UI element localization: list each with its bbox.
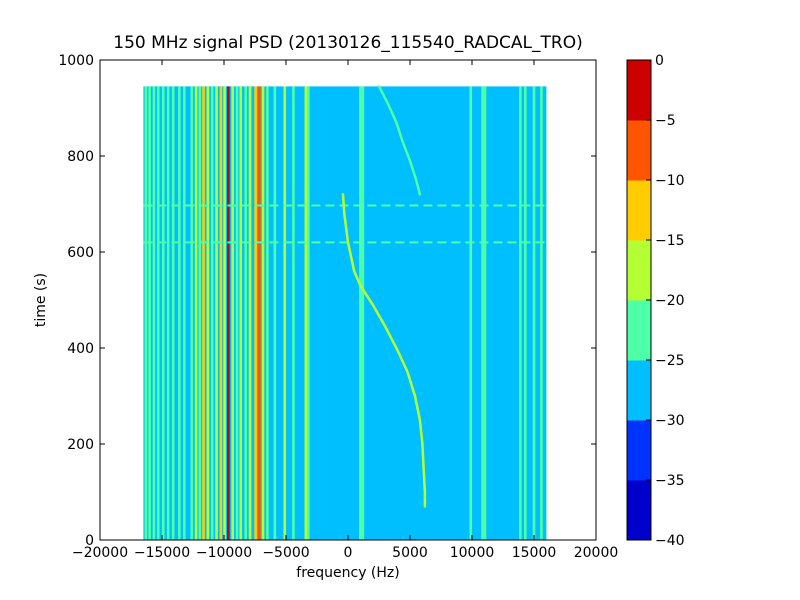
colorbar-segment-2 bbox=[627, 360, 651, 421]
x-tick-label-2: −10000 bbox=[196, 545, 252, 561]
colorbar-label-6: −10 bbox=[655, 173, 685, 189]
x-tick-label-1: −15000 bbox=[134, 545, 190, 561]
y-axis: 0 200 400 600 800 1000 bbox=[58, 53, 596, 549]
colorbar-label-4: −20 bbox=[655, 293, 685, 309]
colorbar-label-8: 0 bbox=[655, 53, 664, 69]
spectral-line-34 bbox=[361, 86, 365, 540]
spectral-line-3 bbox=[156, 86, 160, 540]
x-axis-label: frequency (Hz) bbox=[296, 565, 399, 581]
colorbar-label-2: −30 bbox=[655, 413, 685, 429]
spectral-line-12 bbox=[202, 86, 205, 540]
x-axis: −20000 −15000 −10000 −5000 0 5000 10000 15000 20… bbox=[72, 60, 618, 561]
heatmap-image bbox=[143, 85, 547, 540]
x-tick-label-6: 10000 bbox=[450, 545, 495, 561]
spectral-line-6 bbox=[171, 86, 175, 540]
spectral-line-23 bbox=[248, 86, 252, 540]
drift-trace-0 bbox=[341, 193, 427, 508]
spectral-line-32 bbox=[307, 86, 310, 540]
colorbar-label-7: −5 bbox=[655, 113, 676, 129]
colorbar-segment-0 bbox=[627, 480, 651, 541]
colorbar-label-5: −15 bbox=[655, 233, 685, 249]
x-tick-label-4: 0 bbox=[344, 545, 353, 561]
spectral-line-17 bbox=[223, 86, 226, 540]
spectral-line-19 bbox=[231, 86, 234, 540]
y-tick-label-5: 1000 bbox=[58, 53, 94, 69]
spectral-line-9 bbox=[190, 86, 194, 540]
y-tick-label-3: 600 bbox=[67, 245, 94, 261]
spectral-line-40 bbox=[532, 86, 536, 540]
spectral-line-16 bbox=[219, 86, 223, 540]
spectral-line-30 bbox=[292, 86, 295, 540]
spectral-line-31 bbox=[304, 86, 308, 540]
spectral-line-10 bbox=[194, 86, 198, 540]
spectral-line-37 bbox=[483, 86, 487, 540]
colorbar-label-3: −25 bbox=[655, 353, 685, 369]
spectral-line-4 bbox=[161, 86, 165, 540]
spectral-line-27 bbox=[266, 86, 269, 540]
spectral-line-29 bbox=[283, 86, 287, 540]
colorbar-label-1: −35 bbox=[655, 473, 685, 489]
colorbar-segment-6 bbox=[627, 120, 651, 181]
colorbar-segment-4 bbox=[627, 240, 651, 301]
y-axis-label: time (s) bbox=[33, 273, 49, 327]
x-tick-label-3: −5000 bbox=[262, 545, 309, 561]
drift-trace-1 bbox=[377, 85, 422, 196]
x-tick-label-7: 15000 bbox=[512, 545, 557, 561]
spectral-line-1 bbox=[148, 86, 151, 540]
spectral-line-2 bbox=[152, 86, 156, 540]
spectral-line-35 bbox=[469, 86, 473, 540]
spectral-line-8 bbox=[183, 86, 186, 540]
colorbar: −40 −35 −30 −25 −20 −15 −10 −5 0 bbox=[626, 53, 685, 549]
spectral-line-36 bbox=[481, 86, 484, 540]
colorbar-label-0: −40 bbox=[655, 533, 685, 549]
colorbar-segment-7 bbox=[627, 60, 651, 121]
y-tick-label-0: 0 bbox=[85, 533, 94, 549]
x-tick-label-8: 20000 bbox=[574, 545, 619, 561]
spectral-line-22 bbox=[244, 86, 247, 540]
colorbar-segment-5 bbox=[627, 180, 651, 241]
spectral-line-7 bbox=[178, 86, 181, 540]
x-tick-label-5: 5000 bbox=[392, 545, 428, 561]
spectral-line-24 bbox=[254, 86, 257, 540]
spectral-line-25 bbox=[258, 86, 261, 540]
spectral-line-18 bbox=[227, 86, 230, 540]
spectral-line-14 bbox=[210, 86, 214, 540]
spectral-line-11 bbox=[198, 86, 202, 540]
y-tick-label-4: 800 bbox=[67, 149, 94, 165]
heatmap-background bbox=[143, 86, 547, 540]
y-tick-label-1: 200 bbox=[67, 437, 94, 453]
spectral-line-20 bbox=[235, 86, 239, 540]
spectral-line-13 bbox=[206, 86, 210, 540]
chart-title: 150 MHz signal PSD (20130126_115540_RADC… bbox=[113, 33, 582, 53]
y-tick-label-2: 400 bbox=[67, 341, 94, 357]
spectral-line-0 bbox=[144, 86, 148, 540]
spectral-line-21 bbox=[239, 86, 243, 540]
spectral-line-33 bbox=[359, 86, 362, 540]
spectral-line-39 bbox=[524, 86, 527, 540]
spectral-line-5 bbox=[166, 86, 170, 540]
spectral-line-38 bbox=[519, 86, 522, 540]
spectral-line-28 bbox=[273, 86, 277, 540]
colorbar-segment-1 bbox=[627, 420, 651, 481]
spectral-line-26 bbox=[261, 86, 265, 540]
colorbar-segment-3 bbox=[627, 300, 651, 361]
spectral-line-15 bbox=[215, 86, 218, 540]
spectral-line-41 bbox=[540, 86, 543, 540]
x-tick-label-0: −20000 bbox=[72, 545, 128, 561]
